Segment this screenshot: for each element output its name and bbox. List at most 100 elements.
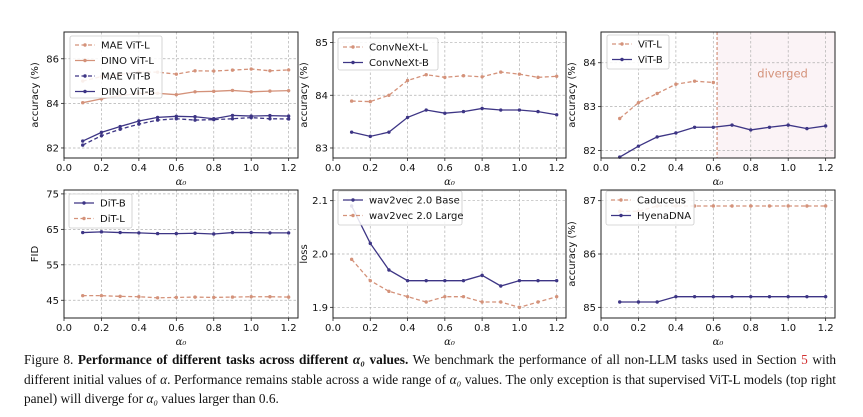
data-point xyxy=(405,78,410,83)
data-point xyxy=(443,294,447,299)
data-point xyxy=(823,294,828,299)
x-axis-label: α₀ xyxy=(444,337,455,345)
x-tick-label: 0.6 xyxy=(705,323,721,334)
data-point xyxy=(230,88,235,93)
data-point xyxy=(286,295,291,299)
x-tick-label: 0.0 xyxy=(593,323,609,334)
data-point xyxy=(674,82,678,86)
data-point xyxy=(730,294,734,299)
data-point xyxy=(767,125,772,129)
caption-title-text: Performance of different tasks across di… xyxy=(77,352,349,367)
data-point xyxy=(230,117,235,121)
data-point xyxy=(193,118,197,122)
data-point xyxy=(155,296,160,300)
data-point xyxy=(480,300,484,304)
series-line-convnext-b xyxy=(351,107,557,138)
data-point xyxy=(387,268,391,272)
y-tick-label: 87 xyxy=(583,196,596,207)
data-point xyxy=(212,89,216,94)
data-point xyxy=(730,123,734,127)
chart-panel-3: 0.0 0.2 0.4 0.6 0.8 1.0 1.2 82 83 84 diverged ViT-L… xyxy=(567,31,836,188)
y-axis-label: accuracy (%) xyxy=(567,221,578,287)
data-point xyxy=(193,69,197,73)
data-point xyxy=(480,75,484,79)
data-point xyxy=(405,278,410,283)
data-point xyxy=(554,113,559,117)
legend: ViT-L ViT-B xyxy=(606,34,670,70)
y-tick-label: 84 xyxy=(583,58,596,69)
data-point xyxy=(268,117,272,121)
x-tick-label: 0.8 xyxy=(474,163,490,174)
legend: Caduceus HyenaDNA xyxy=(605,190,695,226)
y-tick-label: 83 xyxy=(583,102,596,113)
data-point xyxy=(636,100,641,105)
data-point xyxy=(711,294,716,299)
x-tick-label: 0.2 xyxy=(630,323,646,334)
data-point xyxy=(137,231,141,235)
data-point xyxy=(249,230,253,235)
data-point xyxy=(711,125,716,129)
data-point xyxy=(193,231,197,235)
legend-marker xyxy=(82,216,86,221)
x-tick-label: 0.0 xyxy=(56,323,72,334)
data-point xyxy=(212,295,216,300)
data-point xyxy=(636,144,641,148)
legend-label: wav2vec 2.0 Large xyxy=(369,211,464,222)
y-tick-label: 82 xyxy=(46,143,59,154)
data-point xyxy=(517,72,522,76)
legend-marker xyxy=(83,43,87,47)
data-point xyxy=(536,75,540,80)
section-ref-link[interactable]: 5 xyxy=(801,352,808,367)
data-point xyxy=(443,111,447,115)
data-point xyxy=(349,99,354,103)
caption-text: We benchmark the performance of all non-… xyxy=(412,352,797,367)
data-point xyxy=(286,117,291,121)
data-point xyxy=(268,89,272,93)
x-axis-label: α₀ xyxy=(176,177,187,188)
data-point xyxy=(286,114,291,118)
y-tick-label: 75 xyxy=(46,189,59,200)
series-line-vit-b xyxy=(619,124,826,158)
x-tick-label: 1.2 xyxy=(818,163,834,174)
series-line-dit-b xyxy=(82,231,289,235)
caption-label: Figure 8. xyxy=(24,352,74,367)
data-point xyxy=(823,124,828,128)
legend-marker xyxy=(351,60,355,65)
data-point xyxy=(536,300,540,304)
x-tick-label: 0.6 xyxy=(437,323,453,334)
data-point xyxy=(786,123,790,127)
x-tick-label: 1.2 xyxy=(549,323,565,334)
data-point xyxy=(349,257,354,262)
x-tick-label: 0.6 xyxy=(168,323,184,334)
x-tick-label: 1.2 xyxy=(818,323,834,334)
plot-frame xyxy=(332,31,567,159)
data-point xyxy=(368,278,372,283)
data-point xyxy=(618,116,622,121)
data-point xyxy=(480,106,484,111)
data-point xyxy=(368,134,372,139)
plot-frame xyxy=(332,189,567,319)
legend-marker xyxy=(620,42,624,46)
x-tick-label: 0.2 xyxy=(93,323,109,334)
data-point xyxy=(230,295,235,299)
y-tick-label: 84 xyxy=(46,99,59,110)
data-point xyxy=(786,294,790,299)
data-point xyxy=(286,231,291,235)
data-point xyxy=(655,300,659,304)
data-point xyxy=(387,93,391,97)
x-tick-label: 1.2 xyxy=(549,163,565,174)
caption-text: values larger than 0.6. xyxy=(161,391,279,406)
caption-text: with different initial values of xyxy=(24,352,837,387)
caption-alpha0: α₀ xyxy=(352,352,365,367)
legend-box xyxy=(69,35,163,99)
data-point xyxy=(193,90,197,94)
legend: ConvNeXt-L ConvNeXt-B xyxy=(337,37,439,71)
x-tick-label: 0.2 xyxy=(362,323,378,334)
y-tick-label: 84 xyxy=(315,91,328,102)
x-tick-label: 1.2 xyxy=(281,163,297,174)
data-point xyxy=(268,113,272,118)
data-point xyxy=(424,278,428,283)
legend-marker xyxy=(351,213,355,218)
data-point xyxy=(517,108,522,112)
